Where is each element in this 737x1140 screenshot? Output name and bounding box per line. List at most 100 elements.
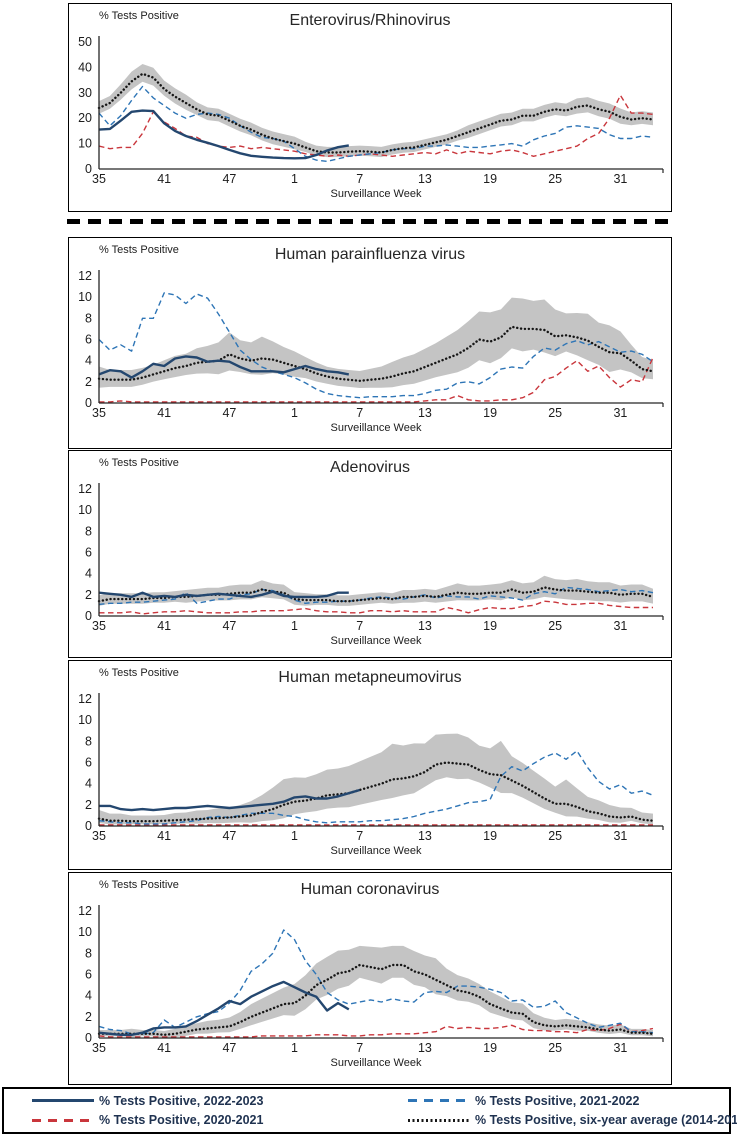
svg-text:25: 25 bbox=[548, 172, 562, 186]
svg-text:0: 0 bbox=[85, 1031, 92, 1045]
svg-text:35: 35 bbox=[92, 619, 106, 633]
svg-text:47: 47 bbox=[222, 829, 236, 843]
svg-text:0: 0 bbox=[85, 162, 92, 176]
svg-text:10: 10 bbox=[78, 925, 92, 939]
svg-text:12: 12 bbox=[78, 269, 92, 283]
svg-text:12: 12 bbox=[78, 692, 92, 706]
svg-text:13: 13 bbox=[418, 1041, 432, 1055]
svg-text:10: 10 bbox=[78, 713, 92, 727]
svg-text:12: 12 bbox=[78, 482, 92, 496]
svg-text:7: 7 bbox=[356, 406, 363, 420]
svg-text:8: 8 bbox=[85, 734, 92, 748]
svg-text:8: 8 bbox=[85, 311, 92, 325]
svg-text:20: 20 bbox=[78, 111, 92, 125]
svg-text:41: 41 bbox=[157, 619, 171, 633]
svg-text:35: 35 bbox=[92, 406, 106, 420]
svg-text:6: 6 bbox=[85, 333, 92, 347]
svg-text:41: 41 bbox=[157, 172, 171, 186]
svg-text:6: 6 bbox=[85, 968, 92, 982]
chart-title-adenovirus: Adenovirus bbox=[329, 459, 411, 476]
svg-text:Surveillance Week: Surveillance Week bbox=[331, 188, 422, 200]
svg-text:31: 31 bbox=[613, 406, 627, 420]
svg-text:19: 19 bbox=[483, 406, 497, 420]
svg-text:35: 35 bbox=[92, 172, 106, 186]
legend-item-2022-2023: % Tests Positive, 2022-2023 bbox=[32, 1094, 408, 1108]
svg-text:50: 50 bbox=[78, 35, 92, 49]
svg-text:47: 47 bbox=[222, 619, 236, 633]
legend-label: % Tests Positive, 2021-2022 bbox=[475, 1093, 640, 1108]
chart-title-metapneumovirus: Human metapneumovirus bbox=[278, 669, 462, 686]
legend-item-2020-2021: % Tests Positive, 2020-2021 bbox=[32, 1113, 408, 1127]
svg-text:47: 47 bbox=[222, 172, 236, 186]
svg-text:41: 41 bbox=[157, 829, 171, 843]
svg-text:4: 4 bbox=[85, 989, 92, 1003]
svg-text:10: 10 bbox=[78, 503, 92, 517]
svg-text:13: 13 bbox=[418, 172, 432, 186]
svg-text:47: 47 bbox=[222, 1041, 236, 1055]
chart-title-enterovirus-rhinovirus: Enterovirus/Rhinovirus bbox=[289, 12, 451, 29]
svg-text:7: 7 bbox=[356, 829, 363, 843]
svg-text:0: 0 bbox=[85, 396, 92, 410]
svg-text:31: 31 bbox=[613, 1041, 627, 1055]
chart-box-adenovirus: 0 2 4 6 8 10 12 35 41 47 1 7 13 19 25 31 Surveillance We… bbox=[68, 450, 672, 658]
svg-text:41: 41 bbox=[157, 406, 171, 420]
svg-text:35: 35 bbox=[92, 829, 106, 843]
svg-text:25: 25 bbox=[548, 829, 562, 843]
svg-text:41: 41 bbox=[157, 1041, 171, 1055]
svg-text:7: 7 bbox=[356, 172, 363, 186]
svg-text:25: 25 bbox=[548, 406, 562, 420]
svg-text:7: 7 bbox=[356, 1041, 363, 1055]
svg-text:4: 4 bbox=[85, 777, 92, 791]
dashed-line-swatch-icon bbox=[408, 1099, 470, 1103]
svg-text:19: 19 bbox=[483, 829, 497, 843]
y-axis-title: % Tests Positive bbox=[99, 244, 179, 256]
plot-coronavirus: 0 2 4 6 8 10 12 35 41 47 1 7 13 19 25 31 Surveillance We… bbox=[78, 904, 664, 1069]
svg-text:2: 2 bbox=[85, 375, 92, 389]
svg-text:6: 6 bbox=[85, 546, 92, 560]
svg-text:4: 4 bbox=[85, 567, 92, 581]
y-axis-title: % Tests Positive bbox=[99, 457, 179, 469]
svg-text:10: 10 bbox=[78, 137, 92, 151]
legend-label: % Tests Positive, 2022-2023 bbox=[99, 1093, 264, 1108]
dashed-line-swatch-icon bbox=[32, 1118, 94, 1122]
legend-label: % Tests Positive, 2020-2021 bbox=[99, 1113, 264, 1128]
solid-line-swatch-icon bbox=[32, 1099, 94, 1103]
svg-text:25: 25 bbox=[548, 1041, 562, 1055]
svg-text:Surveillance Week: Surveillance Week bbox=[331, 422, 422, 434]
legend-label: % Tests Positive, six-year average (2014… bbox=[475, 1113, 737, 1128]
svg-text:1: 1 bbox=[291, 829, 298, 843]
legend: % Tests Positive, 2022-2023 % Tests Posi… bbox=[2, 1087, 737, 1134]
svg-text:25: 25 bbox=[548, 619, 562, 633]
chart-box-coronavirus: 0 2 4 6 8 10 12 35 41 47 1 7 13 19 25 31 Surveillance We… bbox=[68, 872, 672, 1085]
plot-enterovirus-rhinovirus: 0 10 20 30 40 50 35 41 47 1 7 13 19 25 31 Surveillance … bbox=[78, 35, 664, 200]
legend-item-six-year-average: % Tests Positive, six-year average (2014… bbox=[408, 1113, 737, 1127]
plot-adenovirus: 0 2 4 6 8 10 12 35 41 47 1 7 13 19 25 31 Surveillance We… bbox=[78, 482, 664, 647]
dotted-line-swatch-icon bbox=[408, 1119, 470, 1122]
svg-text:2: 2 bbox=[85, 1010, 92, 1024]
chart-box-enterovirus-rhinovirus: 0 10 20 30 40 50 35 41 47 1 7 13 19 25 31 Surveillance … bbox=[68, 3, 672, 212]
svg-text:47: 47 bbox=[222, 406, 236, 420]
svg-text:Surveillance Week: Surveillance Week bbox=[331, 635, 422, 647]
svg-text:31: 31 bbox=[613, 172, 627, 186]
chart-title-coronavirus: Human coronavirus bbox=[300, 881, 440, 898]
svg-text:19: 19 bbox=[483, 619, 497, 633]
svg-text:6: 6 bbox=[85, 756, 92, 770]
svg-text:12: 12 bbox=[78, 904, 92, 918]
plot-parainfluenza: 0 2 4 6 8 10 12 35 41 47 1 7 13 19 25 31 Surveillance We… bbox=[78, 269, 664, 434]
plot-metapneumovirus: 0 2 4 6 8 10 12 35 41 47 1 7 13 19 25 31 Surveillance We… bbox=[78, 692, 664, 857]
svg-text:8: 8 bbox=[85, 946, 92, 960]
svg-text:1: 1 bbox=[291, 1041, 298, 1055]
chart-box-metapneumovirus: 0 2 4 6 8 10 12 35 41 47 1 7 13 19 25 31 Surveillance We… bbox=[68, 660, 672, 870]
svg-text:13: 13 bbox=[418, 406, 432, 420]
svg-text:10: 10 bbox=[78, 290, 92, 304]
svg-text:1: 1 bbox=[291, 406, 298, 420]
svg-text:0: 0 bbox=[85, 819, 92, 833]
svg-text:2: 2 bbox=[85, 798, 92, 812]
svg-text:35: 35 bbox=[92, 1041, 106, 1055]
svg-text:Surveillance Week: Surveillance Week bbox=[331, 845, 422, 857]
svg-text:31: 31 bbox=[613, 829, 627, 843]
svg-text:13: 13 bbox=[418, 619, 432, 633]
y-axis-title: % Tests Positive bbox=[99, 10, 179, 22]
svg-text:13: 13 bbox=[418, 829, 432, 843]
